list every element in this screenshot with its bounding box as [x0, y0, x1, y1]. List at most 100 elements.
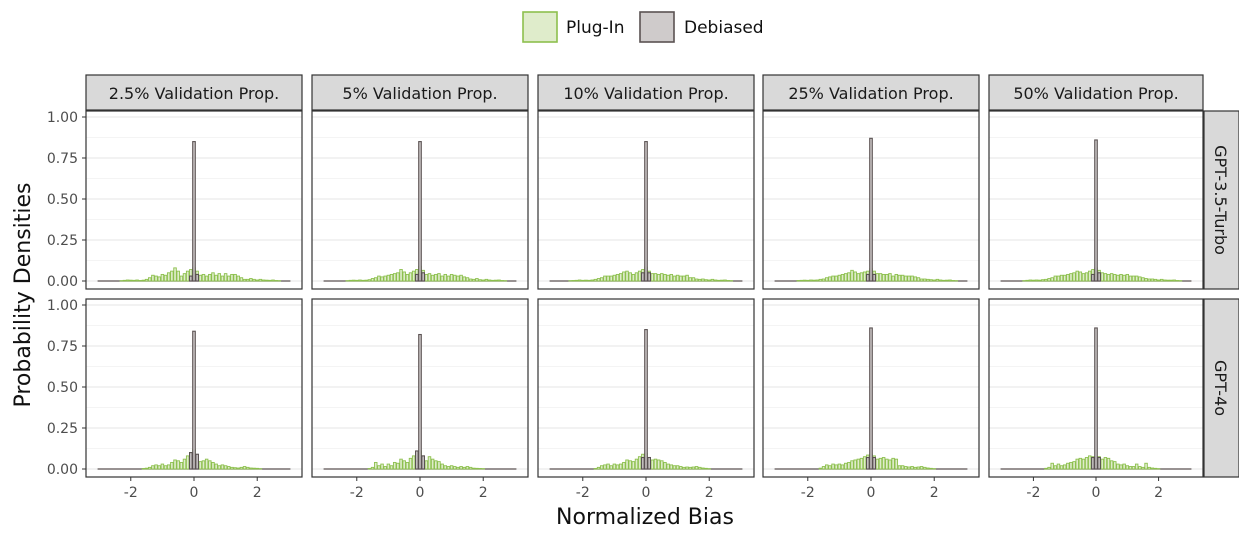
plug-in-bar	[476, 279, 479, 281]
plug-in-bar	[667, 275, 670, 281]
plug-in-bar	[393, 462, 396, 469]
plug-in-bar	[1104, 458, 1107, 469]
plug-in-bar	[629, 273, 632, 281]
plug-in-bar	[243, 467, 246, 469]
plug-in-bar	[246, 279, 249, 281]
plug-in-bar	[904, 276, 907, 281]
plug-in-bar	[829, 277, 832, 281]
plug-in-bar	[136, 280, 139, 281]
plug-in-bar	[882, 458, 885, 469]
plug-in-bar	[476, 468, 479, 469]
plug-in-bar	[721, 280, 724, 281]
y-tick-label: 0.50	[47, 380, 78, 396]
debiased-bar	[190, 276, 193, 281]
plug-in-bar	[813, 280, 816, 281]
plug-in-bar	[409, 273, 412, 281]
plug-in-bar	[177, 461, 180, 469]
plug-in-bar	[800, 280, 803, 281]
plug-in-bar	[403, 461, 406, 469]
debiased-bar	[870, 138, 873, 281]
plug-in-bar	[164, 275, 167, 281]
debiased-bar	[1098, 458, 1101, 469]
debiased-bar	[1092, 274, 1095, 281]
plug-in-bar	[604, 465, 607, 469]
plug-in-bar	[256, 280, 259, 281]
plug-in-bar	[695, 467, 698, 469]
plug-in-bar	[466, 278, 469, 281]
plug-in-bar	[259, 279, 262, 281]
plug-in-bar	[1139, 277, 1142, 281]
plug-in-bar	[148, 467, 151, 469]
plug-in-bar	[629, 461, 632, 469]
debiased-bar	[648, 458, 651, 469]
plug-in-bar	[661, 461, 664, 469]
x-tick-label: 0	[642, 485, 651, 501]
plug-in-bar	[209, 461, 212, 469]
plug-in-bar	[1063, 275, 1066, 281]
debiased-bar	[190, 453, 193, 469]
panel-0-3	[763, 111, 979, 289]
plug-in-bar	[689, 278, 692, 281]
plug-in-bar	[1139, 467, 1142, 469]
y-tick-label: 0.50	[47, 192, 78, 208]
plug-in-bar	[626, 271, 629, 281]
plug-in-bar	[638, 271, 641, 281]
debiased-bar	[419, 142, 422, 281]
plug-in-bar	[1142, 467, 1145, 469]
plug-in-bar	[221, 465, 224, 469]
plug-in-bar	[171, 462, 174, 469]
plug-in-bar	[848, 273, 851, 281]
plug-in-bar	[895, 274, 898, 281]
plug-in-bar	[1120, 465, 1123, 469]
plug-in-bar	[488, 280, 491, 281]
plug-in-bar	[1045, 279, 1048, 281]
plug-in-bar	[425, 461, 428, 469]
plug-in-bar	[927, 279, 930, 281]
plug-in-bar	[610, 276, 613, 281]
plug-in-bar	[425, 274, 428, 281]
plug-in-bar	[610, 466, 613, 469]
plug-in-bar	[803, 280, 806, 281]
debiased-bar	[196, 454, 199, 469]
plug-in-bar	[212, 462, 215, 469]
plug-in-bar	[231, 274, 234, 281]
plug-in-bar	[460, 275, 463, 281]
panel-0-4	[989, 111, 1203, 289]
plug-in-bar	[1129, 467, 1132, 469]
plug-in-bar	[126, 280, 129, 281]
plug-in-bar	[1026, 280, 1029, 281]
plug-in-bar	[218, 274, 221, 281]
plug-in-bar	[616, 465, 619, 469]
debiased-bar	[416, 451, 419, 469]
plug-in-bar	[901, 275, 904, 281]
plug-in-bar	[431, 459, 434, 469]
legend-label-debiased: Debiased	[684, 18, 764, 38]
plug-in-bar	[133, 280, 136, 281]
plug-in-bar	[1145, 463, 1148, 469]
plug-in-bar	[844, 274, 847, 281]
plug-in-bar	[898, 275, 901, 281]
plug-in-bar	[412, 456, 415, 469]
plug-in-bar	[457, 276, 460, 281]
plug-in-bar	[651, 460, 654, 469]
plug-in-bar	[689, 467, 692, 469]
plug-in-bar	[359, 280, 362, 281]
plug-in-bar	[1067, 274, 1070, 281]
plug-in-bar	[841, 274, 844, 281]
plug-in-bar	[664, 462, 667, 469]
plug-in-bar	[1051, 278, 1054, 281]
plug-in-bar	[623, 462, 626, 469]
plug-in-bar	[1060, 466, 1063, 469]
plug-in-bar	[1145, 279, 1148, 281]
plug-in-bar	[810, 280, 813, 281]
plug-in-bar	[1117, 275, 1120, 281]
plug-in-bar	[676, 466, 679, 469]
plug-in-bar	[705, 280, 708, 281]
plug-in-bar	[1060, 275, 1063, 281]
plug-in-bar	[1085, 273, 1088, 281]
plug-in-bar	[705, 468, 708, 469]
plug-in-bar	[819, 468, 822, 469]
plug-in-bar	[374, 278, 377, 281]
